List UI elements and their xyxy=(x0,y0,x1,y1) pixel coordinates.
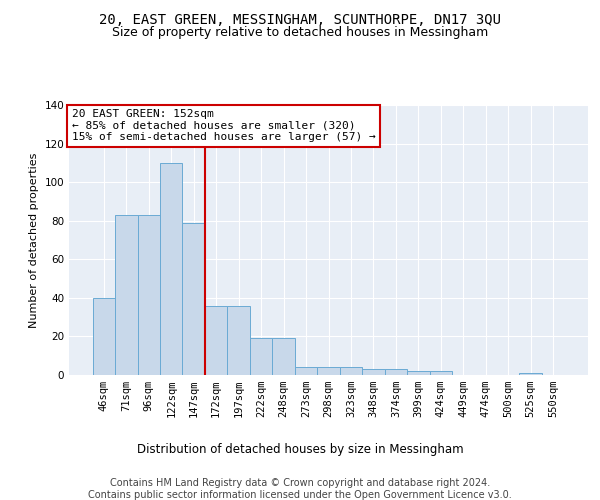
Bar xyxy=(340,368,362,375)
Bar xyxy=(362,369,385,375)
Y-axis label: Number of detached properties: Number of detached properties xyxy=(29,152,39,328)
Text: 20 EAST GREEN: 152sqm
← 85% of detached houses are smaller (320)
15% of semi-det: 20 EAST GREEN: 152sqm ← 85% of detached … xyxy=(71,109,376,142)
Bar xyxy=(205,306,227,375)
Bar xyxy=(317,368,340,375)
Bar xyxy=(272,338,295,375)
Text: Size of property relative to detached houses in Messingham: Size of property relative to detached ho… xyxy=(112,26,488,39)
Bar xyxy=(182,222,205,375)
Bar xyxy=(137,215,160,375)
Bar xyxy=(385,369,407,375)
Bar xyxy=(520,373,542,375)
Bar xyxy=(250,338,272,375)
Bar xyxy=(295,368,317,375)
Bar xyxy=(430,371,452,375)
Bar xyxy=(227,306,250,375)
Text: Contains HM Land Registry data © Crown copyright and database right 2024.
Contai: Contains HM Land Registry data © Crown c… xyxy=(88,478,512,500)
Bar xyxy=(115,215,137,375)
Bar xyxy=(92,298,115,375)
Text: 20, EAST GREEN, MESSINGHAM, SCUNTHORPE, DN17 3QU: 20, EAST GREEN, MESSINGHAM, SCUNTHORPE, … xyxy=(99,12,501,26)
Bar xyxy=(407,371,430,375)
Text: Distribution of detached houses by size in Messingham: Distribution of detached houses by size … xyxy=(137,442,463,456)
Bar xyxy=(160,163,182,375)
